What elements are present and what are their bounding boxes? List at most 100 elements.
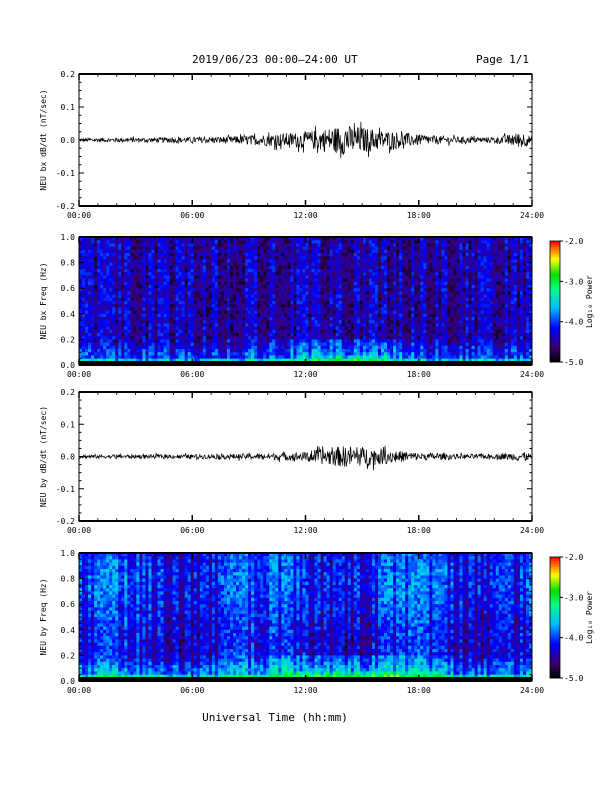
spectrogram-cell	[112, 307, 116, 311]
spectrogram-cell	[202, 249, 207, 254]
spectrogram-cell	[332, 355, 337, 359]
spectrogram-cell	[239, 275, 243, 279]
spectrogram-cell	[121, 240, 125, 244]
spectrogram-cell	[220, 349, 225, 353]
spectrogram-cell	[305, 313, 309, 318]
spectrogram-cell	[172, 262, 177, 267]
spectrogram-cell	[142, 278, 146, 283]
spectrogram-cell	[85, 301, 89, 305]
spectrogram-cell	[260, 294, 264, 299]
spectrogram-cell	[338, 358, 343, 363]
spectrogram-cell	[121, 358, 125, 363]
spectrogram-cell	[332, 288, 337, 292]
spectrogram-cell	[311, 358, 315, 363]
spectrogram-cell	[284, 272, 288, 276]
spectrogram-cell	[374, 323, 379, 327]
spectrogram-cell	[326, 240, 331, 244]
spectrogram-cell	[154, 288, 158, 292]
spectrogram-cell	[350, 345, 355, 350]
spectrogram-cell	[230, 301, 234, 305]
spectrogram-cell	[166, 326, 170, 331]
spectrogram-cell	[423, 310, 427, 315]
spectrogram-cell	[178, 297, 183, 302]
spectrogram-cell	[130, 352, 134, 356]
spectrogram-cell	[302, 297, 306, 302]
spectrogram-cell	[381, 262, 385, 267]
spectrogram-cell	[432, 272, 436, 276]
spectrogram-cell	[323, 333, 328, 337]
spectrogram-cell	[79, 265, 83, 270]
spectrogram-cell	[311, 349, 315, 353]
spectrogram-cell	[423, 272, 427, 276]
spectrogram-cell	[374, 265, 379, 270]
spectrogram-cell	[97, 317, 101, 321]
spectrogram-cell	[248, 272, 252, 276]
spectrogram-cell	[124, 304, 128, 308]
spectrogram-cell	[396, 285, 400, 289]
spectrogram-cell	[97, 275, 101, 279]
spectrogram-cell	[169, 352, 174, 356]
spectrogram-cell	[359, 259, 364, 263]
spectrogram-cell	[347, 307, 352, 311]
spectrogram-cell	[278, 272, 282, 276]
spectrogram-cell	[220, 249, 225, 254]
spectrogram-cell	[390, 246, 394, 251]
spectrogram-cell	[178, 342, 183, 347]
spectrogram-cell	[151, 301, 155, 305]
spectrogram-cell	[257, 269, 261, 273]
spectrogram-cell	[79, 352, 83, 356]
spectrogram-cell	[266, 246, 270, 251]
spectrogram-cell	[97, 333, 101, 337]
spectrogram-cell	[341, 240, 346, 244]
spectrogram-cell	[329, 313, 334, 318]
spectrogram-cell	[320, 259, 325, 263]
spectrogram-cell	[121, 320, 125, 324]
spectrogram-cell	[112, 339, 116, 343]
spectrogram-cell	[154, 294, 158, 299]
spectrogram-cell	[332, 310, 337, 315]
spectrogram-cell	[239, 269, 243, 273]
spectrogram-cell	[266, 352, 270, 356]
spectrogram-cell	[88, 301, 92, 305]
spectrogram-cell	[103, 259, 107, 263]
spectrogram-cell	[429, 307, 433, 311]
spectrogram-cell	[184, 285, 189, 289]
spectrogram-cell	[377, 288, 382, 292]
spectrogram-cell	[314, 339, 318, 343]
spectrogram-cell	[344, 259, 349, 263]
spectrogram-cell	[347, 297, 352, 302]
spectrogram-cell	[157, 240, 161, 244]
spectrogram-cell	[305, 329, 309, 334]
spectrogram-cell	[287, 246, 291, 251]
spectrogram-cell	[245, 243, 249, 247]
spectrogram-cell	[350, 272, 355, 276]
spectrogram-cell	[211, 329, 216, 334]
spectrogram-cell	[100, 275, 104, 279]
spectrogram-cell	[254, 237, 258, 241]
spectrogram-cell	[97, 278, 101, 283]
spectrogram-cell	[127, 313, 131, 318]
spectrogram-cell	[323, 269, 328, 273]
spectrogram-cell	[233, 358, 237, 363]
spectrogram-cell	[281, 355, 285, 359]
spectrogram-cell	[444, 323, 448, 327]
spectrogram-cell	[353, 288, 358, 292]
spectrogram-cell	[435, 265, 439, 270]
spectrogram-cell	[320, 352, 325, 356]
spectrogram-cell	[115, 333, 119, 337]
spectrogram-cell	[266, 269, 270, 273]
spectrogram-cell	[353, 246, 358, 251]
spectrogram-cell	[293, 304, 297, 308]
spectrogram-cell	[350, 310, 355, 315]
spectrogram-cell	[202, 291, 207, 295]
spectrogram-cell	[405, 345, 409, 350]
spectrogram-cell	[287, 281, 291, 286]
spectrogram-cell	[281, 304, 285, 308]
spectrogram-cell	[106, 243, 110, 247]
spectrogram-cell	[106, 301, 110, 305]
spectrogram-cell	[118, 297, 122, 302]
spectrogram-cell	[323, 249, 328, 254]
spectrogram-cell	[82, 329, 86, 334]
spectrogram-cell	[402, 304, 406, 308]
spectrogram-cell	[115, 262, 119, 267]
